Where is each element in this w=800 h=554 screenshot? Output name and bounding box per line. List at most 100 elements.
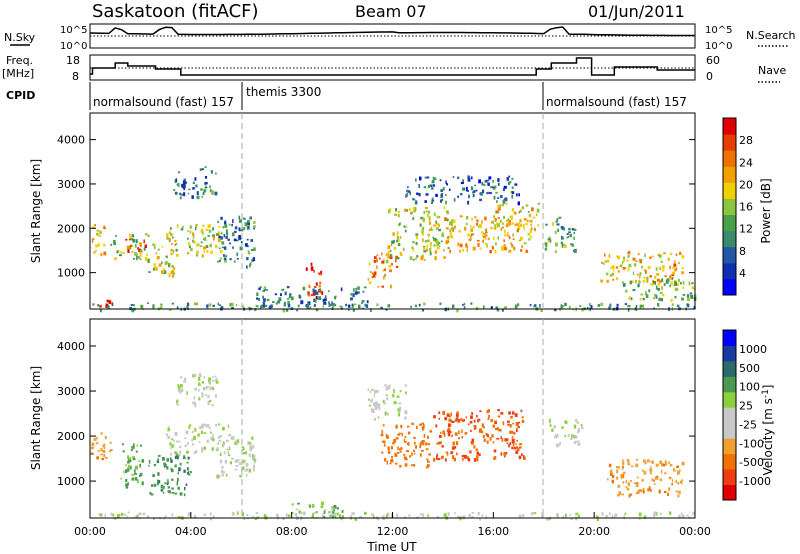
echo-cell	[397, 408, 400, 412]
echo-cell	[512, 191, 515, 195]
echo-cell	[414, 441, 416, 445]
echo-cell	[167, 479, 169, 482]
echo-cell	[108, 300, 111, 304]
echo-cell	[285, 513, 288, 517]
echo-cell	[537, 224, 539, 227]
echo-cell	[447, 241, 450, 243]
echo-cell	[255, 512, 258, 514]
echo-cell	[678, 253, 682, 255]
echo-cell	[219, 304, 222, 307]
echo-cell	[252, 467, 255, 472]
echo-cell	[434, 256, 437, 260]
echo-cell	[471, 515, 474, 518]
echo-cell	[375, 401, 378, 406]
echo-cell	[449, 222, 452, 226]
echo-cell	[688, 281, 691, 286]
echo-cell	[497, 415, 501, 418]
echo-cell	[544, 247, 548, 251]
echo-cell	[467, 177, 471, 182]
echo-cell	[492, 441, 495, 444]
power-colorbar-swatch-1	[723, 278, 736, 296]
echo-cell	[443, 249, 445, 252]
echo-cell	[470, 228, 473, 232]
echo-cell	[678, 278, 680, 283]
echo-cell	[659, 478, 663, 482]
scatter-region-12	[606, 459, 685, 498]
echo-cell	[472, 246, 476, 251]
echo-cell	[433, 237, 436, 241]
echo-cell	[133, 257, 135, 260]
echo-cell	[635, 492, 638, 495]
echo-cell	[234, 468, 238, 471]
echo-cell	[573, 236, 575, 240]
echo-cell	[135, 244, 137, 248]
echo-cell	[677, 472, 679, 476]
echo-cell	[170, 452, 172, 456]
nave-label: Nave	[758, 64, 786, 77]
echo-cell	[309, 305, 312, 310]
echo-cell	[218, 238, 221, 243]
echo-cell	[385, 386, 388, 391]
echo-cell	[187, 456, 190, 460]
echo-cell	[478, 453, 481, 457]
echo-cell	[459, 249, 461, 253]
echo-cell	[262, 295, 264, 299]
echo-cell	[639, 276, 641, 279]
echo-cell	[348, 308, 350, 311]
echo-cell	[631, 465, 634, 468]
echo-cell	[518, 210, 521, 214]
echo-cell	[456, 413, 458, 417]
echo-cell	[322, 298, 326, 303]
echo-cell	[605, 515, 608, 519]
echo-cell	[195, 302, 198, 306]
echo-cell	[471, 438, 474, 443]
echo-cell	[483, 438, 486, 442]
echo-cell	[475, 448, 478, 451]
echo-cell	[228, 454, 231, 457]
echo-cell	[299, 295, 302, 299]
echo-cell	[441, 240, 443, 243]
echo-cell	[424, 200, 427, 203]
echo-cell	[369, 271, 372, 273]
echo-cell	[141, 481, 144, 486]
echo-cell	[230, 302, 234, 307]
echo-cell	[378, 406, 381, 411]
echo-cell	[671, 483, 673, 486]
echo-cell	[508, 411, 512, 415]
echo-cell	[537, 202, 541, 205]
echo-cell	[145, 233, 148, 236]
echo-cell	[381, 430, 384, 434]
echo-cell	[482, 426, 486, 429]
echo-cell	[191, 195, 194, 199]
beam-title: Beam 07	[355, 2, 427, 21]
echo-cell	[441, 233, 445, 237]
power-colorbar-label: Power [dB]	[759, 178, 773, 243]
echo-cell	[407, 431, 410, 435]
echo-cell	[406, 193, 408, 197]
echo-cell	[172, 249, 175, 254]
echo-cell	[168, 231, 171, 234]
echo-cell	[211, 379, 215, 382]
echo-cell	[248, 442, 252, 445]
echo-cell	[333, 513, 337, 516]
echo-cell	[564, 302, 567, 307]
echo-cell	[451, 446, 455, 450]
echo-cell	[496, 308, 500, 312]
echo-cell	[653, 281, 656, 285]
echo-cell	[508, 220, 511, 223]
echo-cell	[687, 294, 690, 298]
echo-cell	[668, 487, 671, 491]
echo-cell	[664, 460, 667, 464]
echo-cell	[517, 201, 520, 206]
echo-cell	[248, 453, 251, 457]
echo-cell	[564, 434, 567, 438]
echo-cell	[179, 192, 181, 196]
echo-cell	[400, 447, 403, 450]
velocity-colorbar-swatch-8	[723, 376, 736, 393]
echo-cell	[394, 453, 398, 457]
echo-cell	[201, 393, 204, 398]
echo-cell	[139, 444, 143, 447]
echo-cell	[609, 274, 612, 277]
